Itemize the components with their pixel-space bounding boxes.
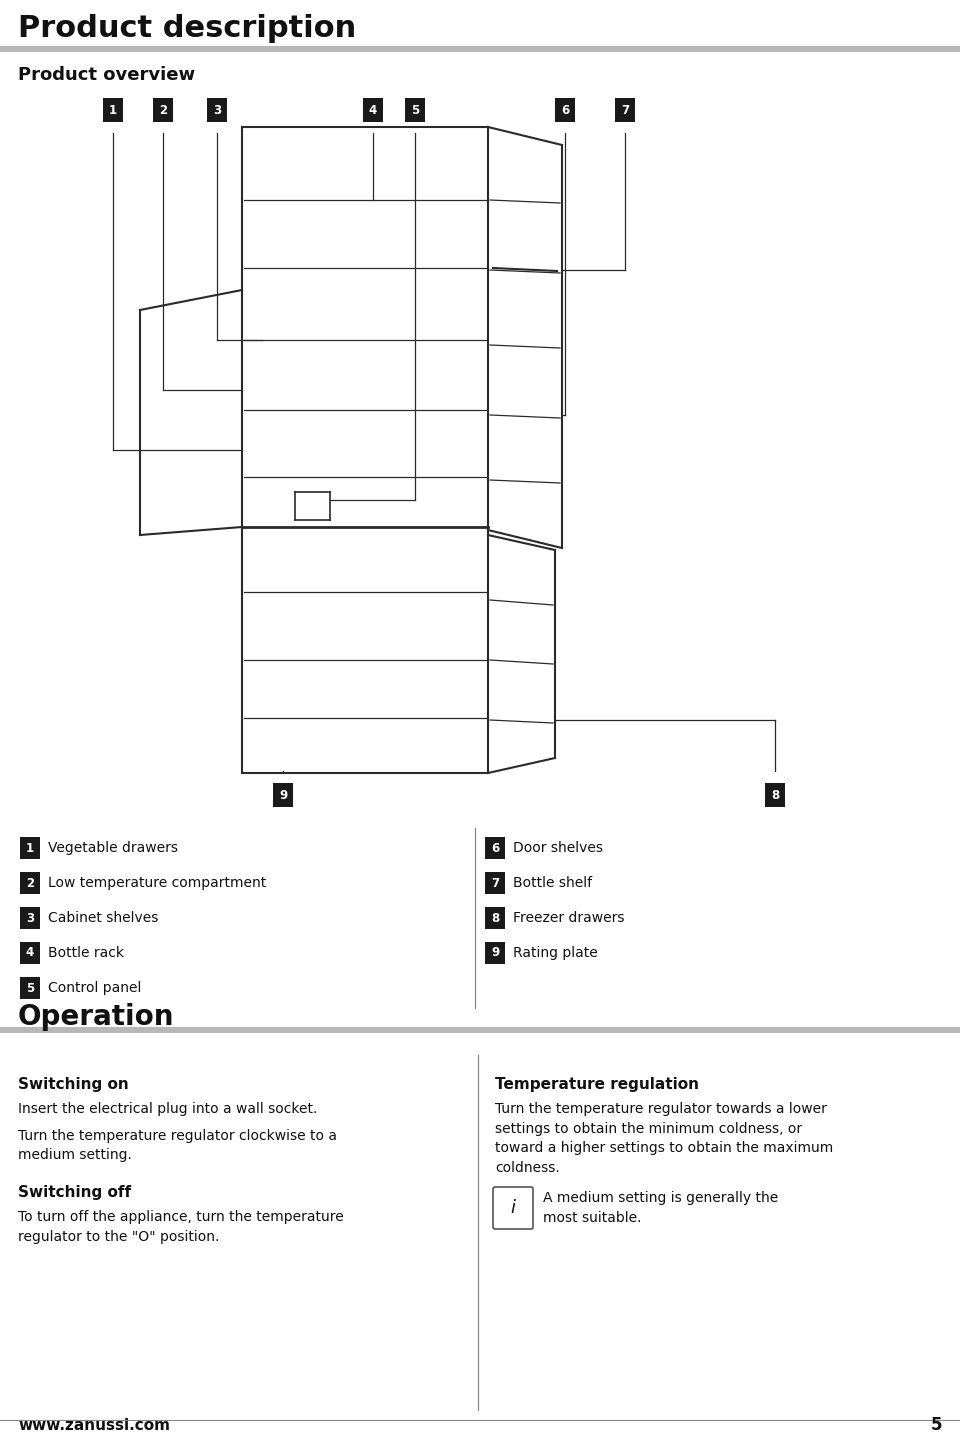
FancyBboxPatch shape xyxy=(493,1188,533,1230)
Bar xyxy=(0,1027,960,1032)
Bar xyxy=(153,99,173,122)
Text: Temperature regulation: Temperature regulation xyxy=(495,1077,699,1092)
Text: Rating plate: Rating plate xyxy=(513,945,598,960)
Bar xyxy=(0,46,960,52)
Bar xyxy=(405,99,425,122)
Text: Turn the temperature regulator towards a lower
settings to obtain the minimum co: Turn the temperature regulator towards a… xyxy=(495,1102,833,1174)
Text: 6: 6 xyxy=(561,103,569,116)
Text: Bottle rack: Bottle rack xyxy=(48,945,124,960)
Text: Insert the electrical plug into a wall socket.: Insert the electrical plug into a wall s… xyxy=(18,1102,318,1116)
Text: Product description: Product description xyxy=(18,13,356,42)
Bar xyxy=(20,942,40,964)
Text: 1: 1 xyxy=(108,103,117,116)
Text: Vegetable drawers: Vegetable drawers xyxy=(48,841,178,855)
Text: Control panel: Control panel xyxy=(48,982,141,995)
Bar xyxy=(363,99,383,122)
Text: i: i xyxy=(511,1199,516,1217)
Bar xyxy=(485,942,505,964)
Text: 7: 7 xyxy=(621,103,629,116)
Text: Cabinet shelves: Cabinet shelves xyxy=(48,911,158,925)
Text: Low temperature compartment: Low temperature compartment xyxy=(48,876,266,890)
Bar xyxy=(103,99,123,122)
Text: 1: 1 xyxy=(26,841,34,854)
Text: Operation: Operation xyxy=(18,1003,175,1031)
Text: Product overview: Product overview xyxy=(18,67,195,84)
Text: Bottle shelf: Bottle shelf xyxy=(513,876,592,890)
Text: www.zanussi.com: www.zanussi.com xyxy=(18,1418,170,1433)
Text: 2: 2 xyxy=(26,876,34,889)
Text: A medium setting is generally the
most suitable.: A medium setting is generally the most s… xyxy=(543,1190,779,1224)
Text: Turn the temperature regulator clockwise to a
medium setting.: Turn the temperature regulator clockwise… xyxy=(18,1130,337,1163)
Text: 6: 6 xyxy=(491,841,499,854)
Bar xyxy=(485,908,505,929)
Bar xyxy=(555,99,575,122)
Text: 3: 3 xyxy=(26,912,34,925)
Text: 9: 9 xyxy=(491,947,499,960)
Text: 9: 9 xyxy=(278,789,287,802)
Text: 4: 4 xyxy=(26,947,35,960)
Text: To turn off the appliance, turn the temperature
regulator to the "O" position.: To turn off the appliance, turn the temp… xyxy=(18,1209,344,1244)
Text: Door shelves: Door shelves xyxy=(513,841,603,855)
Text: 5: 5 xyxy=(411,103,420,116)
Bar xyxy=(207,99,227,122)
Text: Freezer drawers: Freezer drawers xyxy=(513,911,625,925)
Text: 3: 3 xyxy=(213,103,221,116)
Text: 5: 5 xyxy=(930,1417,942,1434)
Text: Switching on: Switching on xyxy=(18,1077,129,1092)
Bar xyxy=(20,871,40,895)
Text: 2: 2 xyxy=(159,103,167,116)
Text: 7: 7 xyxy=(491,876,499,889)
Bar xyxy=(20,837,40,858)
Bar xyxy=(20,908,40,929)
Bar xyxy=(765,783,785,808)
Text: 8: 8 xyxy=(491,912,499,925)
Bar xyxy=(615,99,635,122)
Text: Switching off: Switching off xyxy=(18,1185,132,1201)
Bar xyxy=(273,783,293,808)
Bar xyxy=(20,977,40,999)
Text: 8: 8 xyxy=(771,789,780,802)
Text: 5: 5 xyxy=(26,982,35,995)
Bar xyxy=(485,837,505,858)
Text: 4: 4 xyxy=(369,103,377,116)
Bar xyxy=(485,871,505,895)
